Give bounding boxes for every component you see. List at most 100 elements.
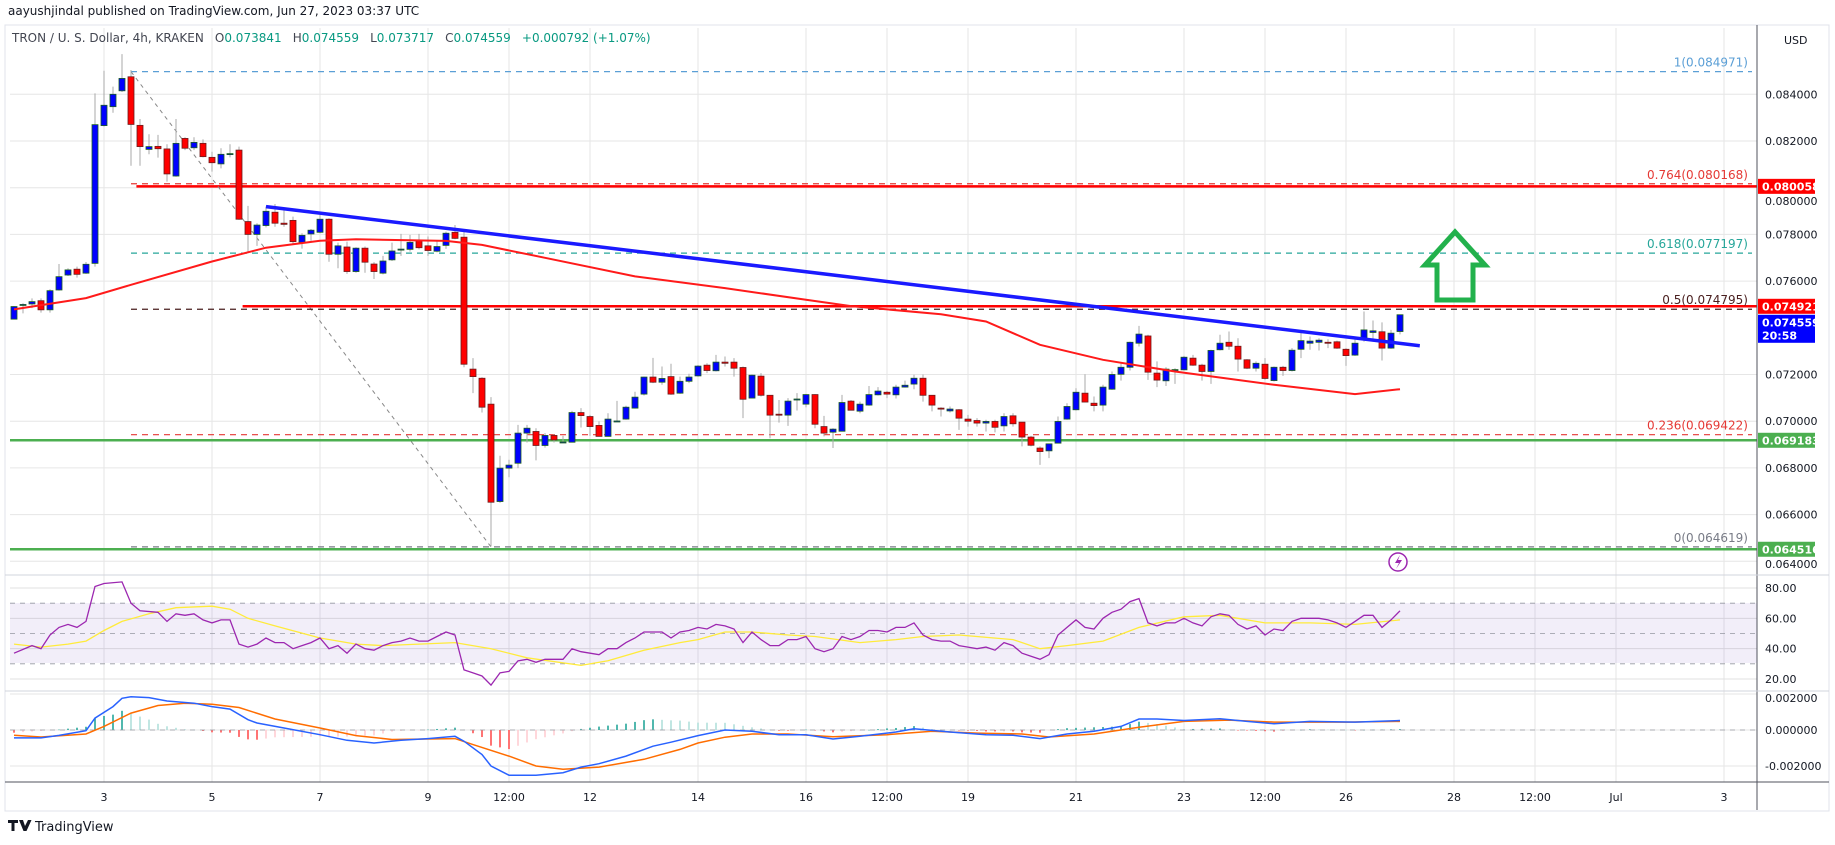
macd-histogram-bar xyxy=(733,724,735,730)
price-tag[interactable]: 0.064516 xyxy=(1758,541,1820,557)
macd-histogram-bar xyxy=(229,730,231,733)
macd-histogram-bar xyxy=(823,730,825,732)
candle-body-down xyxy=(244,221,252,235)
macd-histogram-bar xyxy=(841,730,843,732)
macd-histogram-bar xyxy=(1120,726,1122,730)
macd-histogram-bar xyxy=(1399,729,1401,730)
macd-histogram-bar xyxy=(571,730,573,732)
candle xyxy=(622,405,630,420)
candle xyxy=(1234,338,1242,372)
macd-histogram-bar xyxy=(1318,729,1320,730)
candle-body-down xyxy=(847,400,855,411)
macd-histogram-bar xyxy=(1237,730,1239,731)
macd-histogram-bar xyxy=(1048,730,1050,731)
macd-histogram-bar xyxy=(697,722,699,730)
candle-body-down xyxy=(1324,341,1332,344)
price-tick-label: 0.070000 xyxy=(1765,415,1818,428)
macd-histogram-bar xyxy=(400,730,402,731)
macd-histogram-bar xyxy=(211,730,213,733)
candle-body-up xyxy=(982,421,990,424)
legend: TRON / U. S. Dollar, 4h, KRAKEN O0.07384… xyxy=(11,27,651,46)
macd-histogram-bar xyxy=(679,720,681,730)
candle xyxy=(505,459,513,478)
price-tag[interactable]: 0.074921 xyxy=(1758,298,1820,314)
macd-histogram-bar xyxy=(607,725,609,730)
macd-histogram-bar xyxy=(76,727,78,730)
candle xyxy=(127,70,135,166)
macd-histogram-bar xyxy=(1219,728,1221,730)
time-tick-label: Jul xyxy=(1608,791,1622,804)
candle xyxy=(1324,339,1332,349)
candle-body-down xyxy=(1009,415,1017,425)
candle-body-down xyxy=(460,236,468,365)
candle xyxy=(568,410,576,443)
time-axis[interactable]: 3 5 7 9 12:00 12 14 16 12:00 19 21 23 12:00 26 28 12:00… xyxy=(101,791,1728,804)
macd-histogram-bar xyxy=(121,710,123,730)
candle-body-up xyxy=(145,146,153,150)
candle-body-up xyxy=(46,290,54,311)
close-label: C xyxy=(445,31,453,45)
fibonacci-retracement[interactable]: 1(0.084971) 0.764(0.080168) 0.618(0.077197… xyxy=(130,56,1752,548)
candle-body-down xyxy=(964,418,972,422)
lightning-icon[interactable] xyxy=(1388,552,1408,572)
price-tag-value: 0.069183 xyxy=(1762,434,1820,447)
candle-body-down xyxy=(181,138,189,149)
candle xyxy=(1261,358,1269,380)
fib-level-label: 0.618(0.077197) xyxy=(1647,237,1748,251)
price-tick-label: 0.066000 xyxy=(1765,509,1818,522)
macd-histogram-bar xyxy=(787,730,789,731)
macd-histogram-bar xyxy=(850,730,852,732)
candle-body-down xyxy=(883,391,891,395)
candle-body-up xyxy=(640,376,648,395)
candle xyxy=(649,357,657,384)
candle-body-up xyxy=(1108,374,1116,390)
candle xyxy=(1189,354,1197,366)
horizontal-levels xyxy=(10,185,1757,551)
candle-body-down xyxy=(208,156,216,164)
candle xyxy=(190,137,198,151)
candle-body-up xyxy=(856,403,864,412)
macd-histogram-bar xyxy=(742,725,744,730)
macd-histogram-bar xyxy=(805,729,807,731)
up-arrow-annotation[interactable] xyxy=(1419,228,1491,303)
candle xyxy=(667,363,675,395)
candle-body-up xyxy=(1000,416,1008,427)
open-value: 0.073841 xyxy=(224,31,281,45)
tradingview-logo[interactable]: TradingView xyxy=(8,820,114,835)
candle xyxy=(1090,396,1098,412)
price-tag[interactable]: 0.080058 xyxy=(1758,178,1820,194)
symbol-title[interactable]: TRON / U. S. Dollar, 4h, KRAKEN xyxy=(11,31,204,45)
macd-tick-label: 0.000000 xyxy=(1765,724,1818,737)
macd-histogram-bar xyxy=(1201,728,1203,730)
macd-histogram-bar xyxy=(1093,727,1095,730)
candle-body-down xyxy=(1027,436,1035,446)
candle xyxy=(523,424,531,443)
macd-histogram-bar xyxy=(238,730,240,737)
macd-histogram-bar xyxy=(886,728,888,730)
candle-body-down xyxy=(775,413,783,416)
candle xyxy=(1270,366,1278,382)
candle-body-down xyxy=(1225,341,1233,347)
candle xyxy=(883,390,891,399)
macd-histogram-bar xyxy=(382,730,384,734)
price-tag-value: 0.074559 xyxy=(1762,316,1820,329)
macd-histogram-bar xyxy=(967,730,969,731)
macd-histogram-bar xyxy=(274,730,276,738)
candle xyxy=(757,373,765,397)
candle xyxy=(739,366,747,419)
candle-body-down xyxy=(739,367,747,400)
macd-histogram-bar xyxy=(454,727,456,730)
high-label: H xyxy=(293,31,302,45)
rsi-tick-label: 60.00 xyxy=(1765,612,1797,625)
trendline[interactable] xyxy=(265,204,1421,348)
macd-histogram-bar xyxy=(688,721,690,730)
macd-histogram-bar xyxy=(1246,730,1248,731)
candle-body-up xyxy=(100,104,108,126)
candle xyxy=(100,70,108,127)
candle-body-down xyxy=(973,420,981,424)
candle xyxy=(1144,334,1152,380)
price-tag[interactable]: 0.069183 xyxy=(1758,432,1820,448)
